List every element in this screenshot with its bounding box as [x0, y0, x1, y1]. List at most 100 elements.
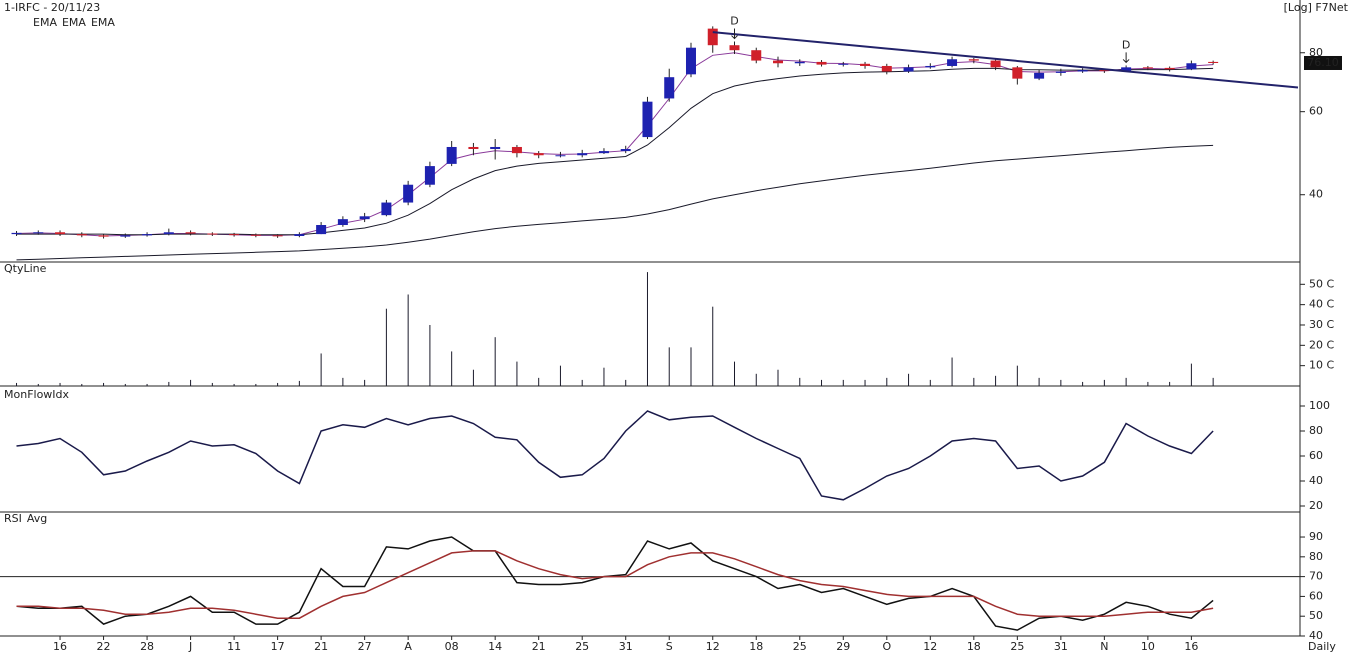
- candle-body: [1055, 71, 1066, 73]
- candle-body: [1208, 61, 1219, 63]
- candle-body: [55, 232, 66, 235]
- candle-body: [533, 153, 544, 156]
- candle-body: [1186, 63, 1197, 70]
- panel-title: QtyLine: [4, 262, 47, 275]
- candle-body: [685, 47, 696, 75]
- candle-body: [33, 232, 44, 234]
- y-tick-label: 20 C: [1309, 338, 1334, 351]
- candle-body: [511, 146, 522, 154]
- candle-body: [642, 101, 653, 138]
- candle-body: [794, 61, 805, 64]
- candle-body: [98, 235, 109, 237]
- x-tick-label: 29: [836, 640, 850, 653]
- x-tick-label: 21: [314, 640, 328, 653]
- y-tick-label: 30 C: [1309, 318, 1334, 331]
- y-tick-label: 40: [1309, 474, 1323, 487]
- y-tick-label: 70: [1309, 570, 1323, 583]
- candle-body: [359, 216, 370, 220]
- x-tick-label: 17: [271, 640, 285, 653]
- candle-body: [1099, 70, 1110, 72]
- candle-body: [990, 60, 1001, 68]
- candle-body: [1077, 70, 1088, 72]
- candle-body: [163, 232, 174, 235]
- candle-body: [707, 28, 718, 46]
- legend-entry: EMA: [33, 16, 57, 29]
- candle-body: [120, 235, 131, 237]
- x-tick-label: 31: [1054, 640, 1068, 653]
- candle-body: [664, 77, 675, 99]
- candle-body: [381, 202, 392, 216]
- candle-body: [860, 63, 871, 66]
- x-tick-label: 16: [53, 640, 67, 653]
- candle-body: [337, 219, 348, 226]
- annotation: D: [1122, 38, 1130, 51]
- legend-entry: EMA: [91, 16, 115, 29]
- candle-body: [11, 232, 22, 235]
- annotation-arrow: [1122, 52, 1130, 64]
- x-tick-label: 11: [227, 640, 241, 653]
- timeframe: Daily: [1308, 640, 1336, 653]
- candle-body: [316, 225, 327, 235]
- trendline: [712, 31, 1299, 89]
- x-tick-label: O: [882, 640, 891, 653]
- candle-body: [294, 234, 305, 236]
- x-tick-label: 14: [488, 640, 502, 653]
- y-tick-label: 60: [1309, 449, 1323, 462]
- y-tick-label: 80: [1309, 424, 1323, 437]
- candle-body: [816, 61, 827, 65]
- y-tick-label: 50 C: [1309, 277, 1334, 290]
- candle-body: [947, 59, 958, 66]
- candle-body: [272, 235, 283, 237]
- y-tick-label: 60: [1309, 105, 1323, 118]
- x-tick-label: 25: [1010, 640, 1024, 653]
- x-tick-label: 25: [575, 640, 589, 653]
- annotation: D: [730, 15, 738, 28]
- x-tick-label: A: [404, 640, 412, 653]
- candle-body: [881, 65, 892, 72]
- y-tick-label: 40: [1309, 188, 1323, 201]
- candle-body: [403, 184, 414, 203]
- x-tick-label: 12: [706, 640, 720, 653]
- candle-body: [729, 45, 740, 51]
- ema-line: [16, 52, 1214, 237]
- x-tick-label: 08: [445, 640, 459, 653]
- x-tick-label: 18: [967, 640, 981, 653]
- candle-body: [577, 153, 588, 156]
- y-tick-label: 40 C: [1309, 298, 1334, 311]
- x-tick-label: 25: [793, 640, 807, 653]
- candle-body: [207, 233, 218, 235]
- ema-line: [16, 144, 1214, 261]
- x-tick-label: 28: [140, 640, 154, 653]
- x-tick-label: N: [1100, 640, 1108, 653]
- x-tick-label: 22: [97, 640, 111, 653]
- chart-title: 1-IRFC - 20/11/23: [4, 1, 100, 14]
- y-tick-label: 80: [1309, 550, 1323, 563]
- candle-body: [968, 59, 979, 61]
- candle-body: [490, 146, 501, 150]
- candle-body: [751, 50, 762, 61]
- candle-body: [903, 67, 914, 72]
- x-tick-label: 16: [1184, 640, 1198, 653]
- indicator-line: [16, 410, 1214, 501]
- x-tick-label: S: [666, 640, 673, 653]
- scale-note: [Log] F7Net: [1284, 1, 1349, 14]
- candle-body: [446, 146, 457, 164]
- last-price: 76.10: [1307, 56, 1339, 69]
- candle-body: [1164, 67, 1175, 70]
- candle-body: [250, 234, 261, 236]
- x-tick-label: 31: [619, 640, 633, 653]
- candle-body: [424, 166, 435, 185]
- y-tick-label: 20: [1309, 499, 1323, 512]
- panel-title: RSI: [4, 512, 22, 525]
- legend-entry: EMA: [62, 16, 86, 29]
- y-tick-label: 80: [1309, 46, 1323, 59]
- candle-body: [838, 63, 849, 65]
- y-tick-label: 90: [1309, 530, 1323, 543]
- candle-body: [1142, 67, 1153, 69]
- x-tick-label: 12: [923, 640, 937, 653]
- x-tick-label: 27: [358, 640, 372, 653]
- candle-body: [598, 151, 609, 154]
- candle-body: [468, 146, 479, 150]
- y-tick-label: 60: [1309, 589, 1323, 602]
